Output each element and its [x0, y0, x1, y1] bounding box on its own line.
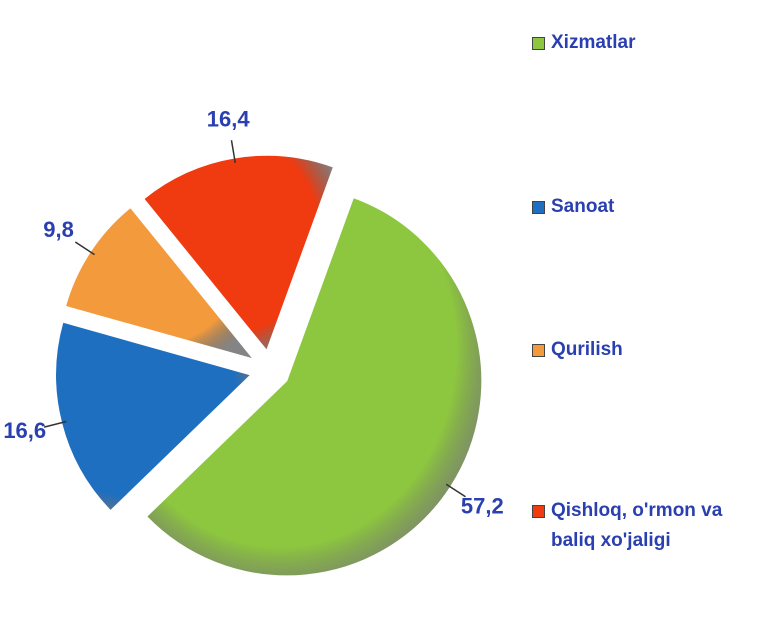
legend-item: Sanoat: [532, 192, 762, 222]
legend-label: Qishloq, o'rmon va baliq xo'jaligi: [551, 500, 723, 551]
legend-item: Qishloq, o'rmon va baliq xo'jaligi: [532, 496, 762, 556]
legend-swatch: [532, 37, 545, 50]
data-label: 16,6: [3, 418, 46, 443]
legend-label: Sanoat: [551, 196, 615, 217]
legend-swatch: [532, 201, 545, 214]
data-label: 16,4: [207, 106, 251, 131]
legend-item: Xizmatlar: [532, 28, 762, 58]
legend-label: Xizmatlar: [551, 32, 636, 53]
leader-line: [230, 140, 237, 164]
legend-label: Qurilish: [551, 339, 623, 360]
data-label: 57,2: [461, 493, 504, 518]
data-label: 9,8: [43, 217, 74, 242]
legend-item: Qurilish: [532, 335, 762, 365]
leader-line: [43, 420, 67, 428]
legend-swatch: [532, 344, 545, 357]
leader-line: [445, 483, 466, 498]
legend-swatch: [532, 505, 545, 518]
leader-line: [74, 241, 95, 256]
